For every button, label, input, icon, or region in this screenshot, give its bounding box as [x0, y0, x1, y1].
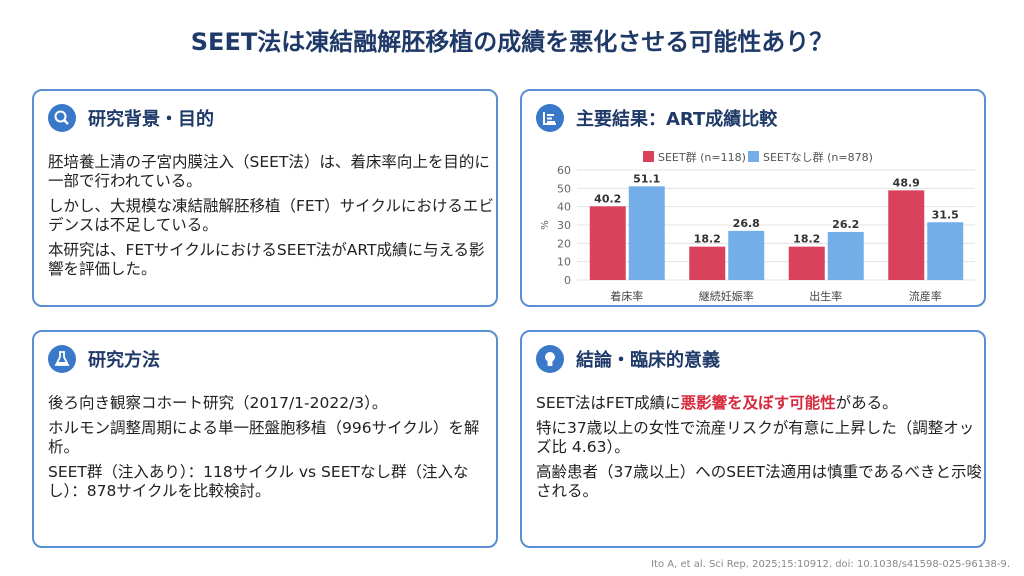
chart-icon	[536, 104, 564, 132]
highlight: 悪影響を及ぼす可能性	[680, 394, 836, 412]
paragraph: 後ろ向き観察コホート研究（2017/1-2022/3）。	[48, 394, 388, 412]
panel-heading: 結論・臨床的意義	[576, 350, 720, 371]
paragraph: 本研究は、FETサイクルにおけるSEET法がART成績に与える影響を評価した。	[48, 241, 485, 278]
panel-heading: 研究方法	[88, 350, 160, 371]
search-icon	[48, 104, 76, 132]
citation: Ito A, et al. Sci Rep. 2025;15:10912. do…	[651, 559, 1010, 570]
paragraph: 高齢患者（37歳以上）へのSEET法適用は慎重であるべきと示唆される。	[536, 463, 982, 500]
panel-body: 後ろ向き観察コホート研究（2017/1-2022/3）。 ホルモン調整周期による…	[48, 394, 494, 507]
bulb-icon	[536, 345, 564, 373]
page-title: SEET法は凍結融解胚移植の成績を悪化させる可能性あり？	[190, 28, 834, 56]
text: がある。	[835, 394, 898, 412]
results-panel: 主要結果：ART成績比較	[520, 89, 986, 307]
methods-panel: 研究方法 後ろ向き観察コホート研究（2017/1-2022/3）。 ホルモン調整…	[32, 330, 498, 548]
text: SEET法はFET成績に	[536, 394, 681, 412]
paragraph: 胚培養上清の子宮内膜注入（SEET法）は、着床率向上を目的に一部で行われている。	[48, 153, 490, 190]
paragraph: しかし、大規模な凍結融解胚移植（FET）サイクルにおけるエビデンスは不足している…	[48, 197, 494, 234]
paragraph: SEET法はFET成績に悪影響を及ぼす可能性がある。	[536, 394, 982, 413]
panel-body: SEET法はFET成績に悪影響を及ぼす可能性がある。 特に37歳以上の女性で流産…	[536, 394, 982, 507]
panel-heading: 主要結果：ART成績比較	[576, 109, 778, 130]
paragraph: ホルモン調整周期による単一胚盤胞移植（996サイクル）を解析。	[48, 419, 480, 456]
paragraph: SEET群（注入あり）：118サイクル vs SEETなし群（注入なし）：878…	[48, 463, 469, 500]
panel-body: 胚培養上清の子宮内膜注入（SEET法）は、着床率向上を目的に一部で行われている。…	[48, 153, 494, 285]
panel-heading: 研究背景・目的	[88, 109, 214, 130]
paragraph: 特に37歳以上の女性で流産リスクが有意に上昇した（調整オッズ比 4.63）。	[536, 419, 975, 456]
conclusion-panel: 結論・臨床的意義 SEET法はFET成績に悪影響を及ぼす可能性がある。 特に37…	[520, 330, 986, 548]
flask-icon	[48, 345, 76, 373]
background-panel: 研究背景・目的 胚培養上清の子宮内膜注入（SEET法）は、着床率向上を目的に一部…	[32, 89, 498, 307]
